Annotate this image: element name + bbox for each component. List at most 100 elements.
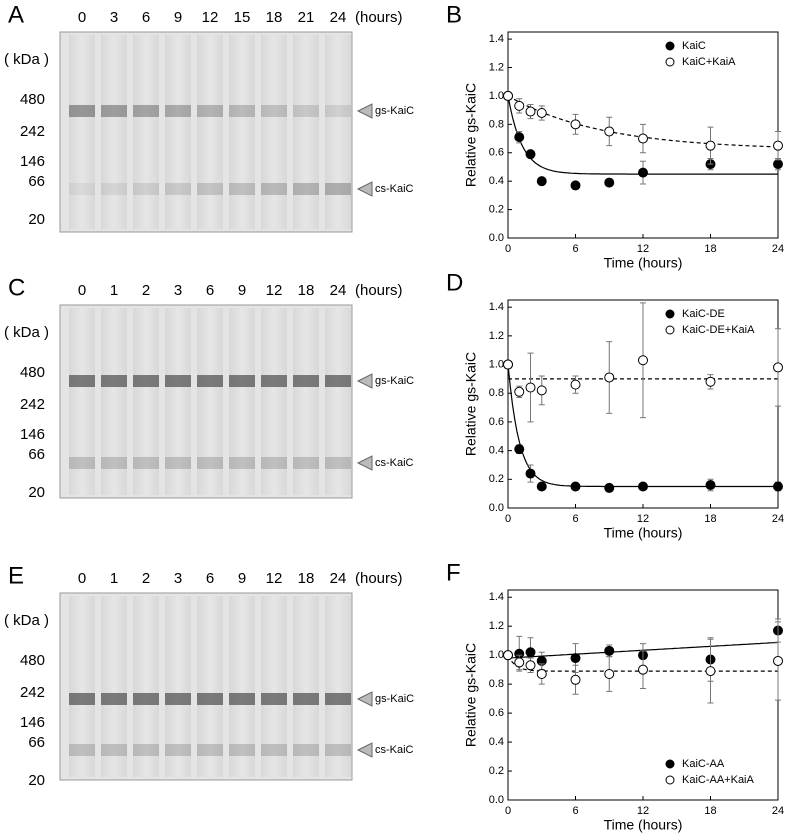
legend-label: KaiC-DE xyxy=(682,308,725,320)
legend-marker xyxy=(665,325,675,335)
x-tick-label: 18 xyxy=(704,243,716,255)
point xyxy=(514,132,525,143)
cs-band xyxy=(261,183,287,195)
lane xyxy=(101,308,127,495)
y-axis-label: Relative gs-KaiC xyxy=(463,352,479,456)
y-tick-label: 0.0 xyxy=(489,794,504,806)
point xyxy=(525,660,536,671)
band-label: cs-KaiC xyxy=(375,183,414,195)
gs-band xyxy=(293,105,319,117)
point xyxy=(536,481,547,492)
cs-band xyxy=(101,744,127,756)
point xyxy=(638,167,648,178)
cs-band xyxy=(69,457,95,469)
gs-band xyxy=(133,693,159,705)
point xyxy=(773,140,783,151)
y-tick-label: 1.0 xyxy=(489,90,504,102)
x-tick-label: 0 xyxy=(505,805,511,817)
legend-label: KaiC xyxy=(682,40,706,52)
lane xyxy=(133,35,159,229)
cs-band xyxy=(197,744,223,756)
x-tick-label: 12 xyxy=(637,805,649,817)
unit-label: (hours) xyxy=(355,570,403,587)
y-tick-label: 0.6 xyxy=(489,416,504,428)
point xyxy=(514,386,525,397)
arrow xyxy=(356,103,373,119)
legend-label: KaiC-AA xyxy=(682,758,725,770)
lane-label: 18 xyxy=(298,570,315,587)
point xyxy=(525,647,536,658)
lane xyxy=(197,596,223,777)
lane xyxy=(261,35,287,229)
marker-label: 242 xyxy=(20,123,45,140)
gs-band xyxy=(165,105,191,117)
band-label: cs-KaiC xyxy=(375,744,414,756)
marker-label: 242 xyxy=(20,684,45,701)
point xyxy=(604,372,615,383)
lane-label: 6 xyxy=(206,282,214,299)
point xyxy=(705,376,716,387)
point xyxy=(705,140,716,151)
gs-band xyxy=(325,375,351,387)
panel-letter: B xyxy=(446,1,462,28)
y-tick-label: 0.6 xyxy=(489,147,504,159)
point xyxy=(773,362,783,373)
unit-label: (hours) xyxy=(355,282,403,299)
panel-letter: E xyxy=(8,562,24,589)
cs-band xyxy=(165,457,191,469)
kda-label: ( kDa ) xyxy=(4,612,49,629)
x-tick-label: 24 xyxy=(772,805,784,817)
y-axis-label: Relative gs-KaiC xyxy=(463,83,479,187)
point xyxy=(525,468,536,479)
y-tick-label: 0.2 xyxy=(489,765,504,777)
y-tick-label: 0.2 xyxy=(489,473,504,485)
y-tick-label: 0.0 xyxy=(489,232,504,244)
lane-label: 3 xyxy=(174,282,182,299)
y-tick-label: 1.0 xyxy=(489,358,504,370)
x-tick-label: 18 xyxy=(704,805,716,817)
lane xyxy=(133,596,159,777)
gs-band xyxy=(101,375,127,387)
cs-band xyxy=(197,457,223,469)
cs-band xyxy=(101,183,127,195)
gs-band xyxy=(69,375,95,387)
point xyxy=(570,180,581,191)
point xyxy=(570,379,581,390)
lane-label: 21 xyxy=(298,9,315,26)
point xyxy=(604,126,615,137)
gs-band xyxy=(133,105,159,117)
marker-label: 146 xyxy=(20,426,45,443)
lane-label: 1 xyxy=(110,282,118,299)
band-label: gs-KaiC xyxy=(375,375,414,387)
point xyxy=(773,159,783,170)
point xyxy=(638,355,648,366)
point xyxy=(536,107,547,118)
lane-label: 24 xyxy=(330,570,347,587)
kda-label: ( kDa ) xyxy=(4,51,49,68)
cs-band xyxy=(69,183,95,195)
point xyxy=(638,664,648,675)
panel-letter: C xyxy=(8,274,25,301)
cs-band xyxy=(325,183,351,195)
band-label: cs-KaiC xyxy=(375,457,414,469)
y-tick-label: 1.2 xyxy=(489,330,504,342)
point xyxy=(705,480,716,491)
y-tick-label: 0.8 xyxy=(489,387,504,399)
lane xyxy=(325,35,351,229)
cs-band xyxy=(261,457,287,469)
gs-band xyxy=(165,693,191,705)
x-tick-label: 18 xyxy=(704,513,716,525)
y-tick-label: 1.4 xyxy=(489,591,504,603)
gs-band xyxy=(69,105,95,117)
cs-band xyxy=(165,183,191,195)
point xyxy=(570,119,581,130)
lane xyxy=(101,596,127,777)
gs-band xyxy=(261,105,287,117)
x-tick-label: 12 xyxy=(637,513,649,525)
lane xyxy=(229,35,255,229)
point xyxy=(503,90,513,101)
lane xyxy=(229,308,255,495)
x-tick-label: 6 xyxy=(572,805,578,817)
lane-label: 24 xyxy=(330,9,347,26)
